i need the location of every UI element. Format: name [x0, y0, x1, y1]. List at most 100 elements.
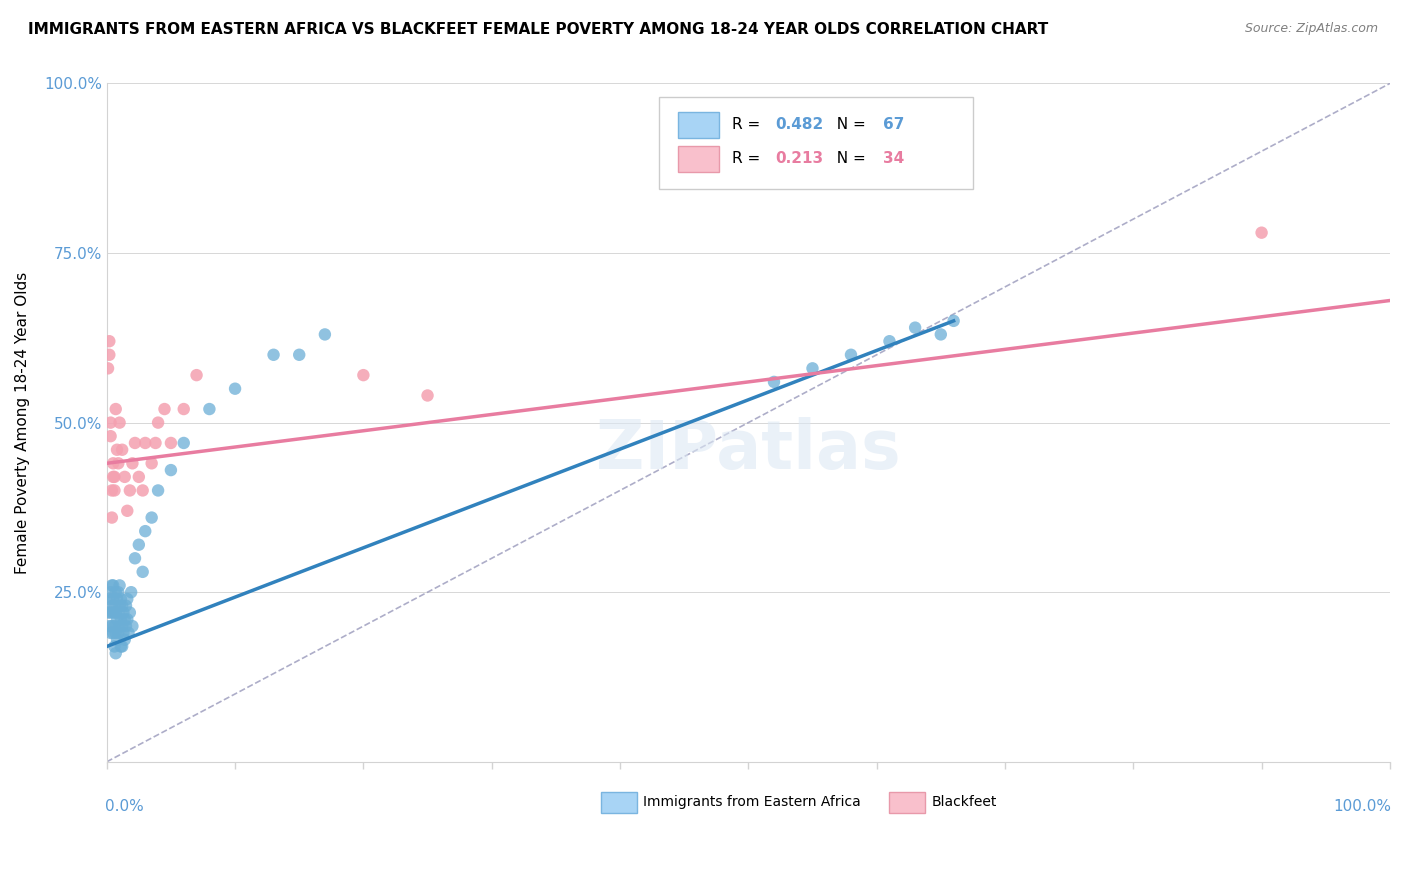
Point: [105, 632, 128, 647]
Point: [108, 599, 131, 613]
Point: [117, 592, 139, 607]
Point: [100, 416, 122, 430]
Text: 67: 67: [883, 118, 904, 132]
Point: [112, 606, 135, 620]
Point: [115, 619, 138, 633]
Point: [224, 382, 246, 396]
Point: [104, 402, 127, 417]
Point: [288, 348, 311, 362]
Point: [904, 320, 927, 334]
Text: 34: 34: [883, 152, 904, 166]
Point: [107, 606, 129, 620]
Point: [117, 504, 139, 518]
Point: [110, 612, 132, 626]
Text: IMMIGRANTS FROM EASTERN AFRICA VS BLACKFEET FEMALE POVERTY AMONG 18-24 YEAR OLDS: IMMIGRANTS FROM EASTERN AFRICA VS BLACKF…: [28, 22, 1049, 37]
Point: [145, 436, 167, 450]
Point: [101, 578, 124, 592]
Point: [117, 626, 139, 640]
Point: [101, 470, 124, 484]
Point: [104, 626, 127, 640]
Point: [134, 436, 156, 450]
Point: [117, 612, 139, 626]
Point: [114, 632, 136, 647]
Point: [173, 436, 195, 450]
Point: [146, 416, 169, 430]
Text: N =: N =: [827, 152, 870, 166]
Point: [263, 348, 285, 362]
Point: [128, 470, 150, 484]
FancyBboxPatch shape: [678, 112, 718, 137]
Point: [111, 599, 134, 613]
Point: [314, 327, 336, 342]
Point: [98, 334, 121, 349]
Point: [124, 436, 146, 450]
Point: [101, 599, 124, 613]
Point: [100, 429, 122, 443]
Point: [103, 483, 125, 498]
Point: [103, 640, 125, 654]
Point: [107, 585, 129, 599]
Point: [198, 402, 221, 417]
Text: 0.213: 0.213: [775, 152, 824, 166]
Point: [114, 612, 136, 626]
Point: [153, 402, 176, 417]
Point: [160, 436, 183, 450]
Point: [942, 314, 965, 328]
Point: [173, 402, 195, 417]
Point: [108, 416, 131, 430]
FancyBboxPatch shape: [658, 97, 973, 188]
Point: [112, 626, 135, 640]
Point: [416, 388, 439, 402]
Point: [115, 599, 138, 613]
FancyBboxPatch shape: [678, 146, 718, 171]
Text: Blackfeet: Blackfeet: [932, 796, 997, 809]
Point: [103, 470, 125, 484]
Point: [352, 368, 374, 383]
Y-axis label: Female Poverty Among 18-24 Year Olds: Female Poverty Among 18-24 Year Olds: [15, 271, 30, 574]
Point: [107, 456, 129, 470]
Point: [100, 585, 122, 599]
Point: [104, 646, 127, 660]
Text: 0.482: 0.482: [775, 118, 824, 132]
Point: [879, 334, 901, 349]
Point: [98, 592, 121, 607]
Point: [134, 524, 156, 538]
Text: Immigrants from Eastern Africa: Immigrants from Eastern Africa: [643, 796, 860, 809]
Point: [101, 483, 124, 498]
Point: [929, 327, 952, 342]
Point: [107, 626, 129, 640]
Point: [114, 470, 136, 484]
Point: [108, 619, 131, 633]
Point: [762, 375, 785, 389]
Point: [101, 510, 124, 524]
Point: [111, 640, 134, 654]
Text: ZIPatlas: ZIPatlas: [596, 417, 901, 483]
Point: [104, 606, 127, 620]
Point: [111, 619, 134, 633]
Point: [120, 585, 142, 599]
Point: [101, 619, 124, 633]
Point: [186, 368, 208, 383]
Point: [104, 585, 127, 599]
Point: [103, 619, 125, 633]
Point: [839, 348, 862, 362]
Point: [101, 606, 124, 620]
Point: [100, 626, 122, 640]
Point: [108, 578, 131, 592]
FancyBboxPatch shape: [890, 792, 925, 813]
Point: [141, 456, 163, 470]
Point: [98, 348, 121, 362]
Point: [146, 483, 169, 498]
Point: [101, 456, 124, 470]
Text: Source: ZipAtlas.com: Source: ZipAtlas.com: [1244, 22, 1378, 36]
Point: [128, 538, 150, 552]
Point: [121, 456, 143, 470]
Point: [100, 606, 122, 620]
Point: [110, 640, 132, 654]
Point: [110, 592, 132, 607]
Point: [124, 551, 146, 566]
Point: [118, 483, 141, 498]
Text: R =: R =: [731, 152, 765, 166]
Point: [1250, 226, 1272, 240]
FancyBboxPatch shape: [600, 792, 637, 813]
